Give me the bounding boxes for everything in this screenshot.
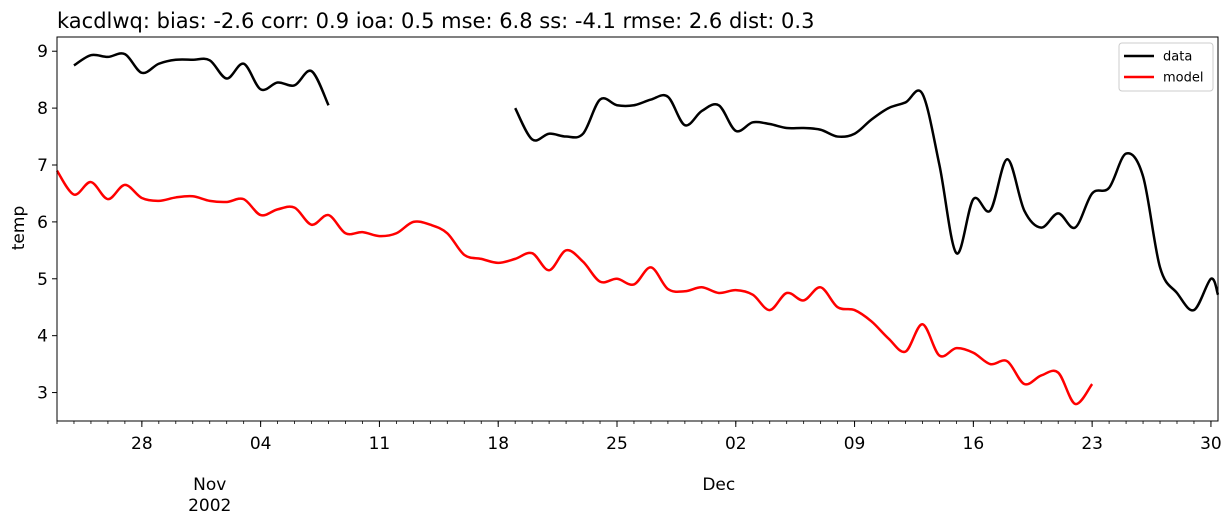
y-tick-label: 5 — [37, 270, 48, 290]
x-tick-label: 25 — [606, 434, 628, 454]
x-tick-label: 16 — [963, 434, 985, 454]
y-tick-label: 9 — [37, 42, 48, 62]
legend-label-model: model — [1163, 71, 1203, 86]
y-tick-label: 3 — [37, 384, 48, 404]
x-tick-label: 04 — [250, 434, 272, 454]
axes-frame — [56, 36, 1219, 422]
legend: data model — [1118, 42, 1214, 92]
y-axis: 3 4 5 6 7 8 9 — [37, 42, 57, 404]
x-tick-label: 11 — [369, 434, 391, 454]
series-line-data-1 — [73, 52, 330, 106]
series-line-model-1 — [55, 169, 1094, 406]
y-tick-label: 4 — [37, 327, 48, 347]
plot-area — [55, 36, 1220, 422]
x-tick-label: 18 — [487, 434, 509, 454]
y-axis-label: temp — [9, 206, 29, 250]
x-tick-label: 23 — [1081, 434, 1103, 454]
series-layer — [55, 52, 1220, 406]
x-tick-label: 30 — [1200, 434, 1222, 454]
x-tick-label: 28 — [131, 434, 153, 454]
chart-title: kacdlwq: bias: -2.6 corr: 0.9 ioa: 0.5 m… — [57, 9, 814, 33]
legend-label-data: data — [1163, 50, 1192, 65]
x-tick-label: 02 — [725, 434, 747, 454]
y-tick-label: 8 — [37, 99, 48, 119]
x-tick-label: 09 — [844, 434, 866, 454]
x-secondary-label: 2002 — [188, 496, 231, 516]
x-secondary-label: Nov — [193, 475, 226, 495]
series-line-data-2 — [514, 89, 1220, 312]
x-secondary-label: Dec — [702, 475, 735, 495]
y-tick-label: 7 — [37, 156, 48, 176]
y-tick-label: 6 — [37, 213, 48, 233]
